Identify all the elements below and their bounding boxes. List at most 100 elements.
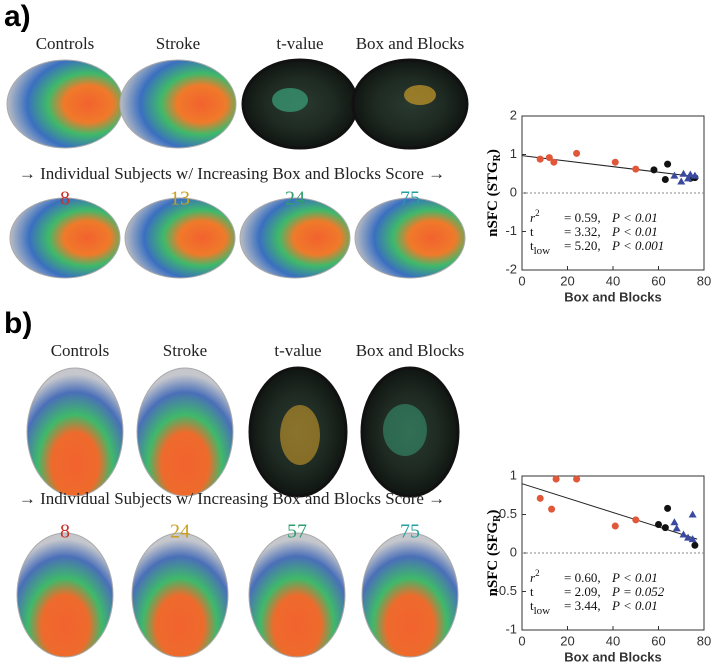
brain-image [248, 532, 346, 658]
point [611, 522, 619, 530]
y-tick-label: 2 [510, 107, 517, 122]
y-tick-label: -1 [505, 223, 517, 238]
stat-symbol: r2 [530, 208, 540, 225]
y-tick-label: -0.5 [495, 583, 517, 598]
blob [272, 88, 308, 112]
point [661, 524, 669, 532]
column-label: Controls [36, 34, 95, 53]
x-tick-label: 80 [697, 273, 711, 288]
stat-symbol: t [530, 224, 534, 239]
subject-score: 57 [287, 521, 307, 543]
stat-p: P = 0.052 [611, 584, 665, 599]
point [632, 516, 640, 524]
caption: → Individual Subjects w/ Increasing Box … [19, 164, 445, 183]
point [545, 154, 553, 162]
x-tick-label: 40 [606, 273, 620, 288]
brain-image [16, 532, 114, 658]
y-axis-label-part: ) [485, 510, 501, 515]
subject-score: 8 [60, 521, 70, 543]
point [632, 165, 640, 173]
point [552, 475, 560, 483]
x-tick-label: 80 [697, 633, 711, 648]
y-tick-label: -1 [505, 621, 517, 636]
point [672, 524, 681, 532]
stat-value: = 3.44, [564, 598, 601, 613]
column-label: t-value [274, 341, 321, 360]
blob [280, 405, 320, 465]
y-axis-label-part: nSFC (STG [485, 161, 501, 237]
point [655, 521, 662, 529]
point [536, 155, 544, 163]
brain-image [6, 59, 124, 149]
y-tick-label: 0 [510, 184, 517, 199]
point [550, 158, 558, 166]
x-tick-label: 0 [518, 633, 525, 648]
point [686, 170, 695, 178]
point [664, 160, 672, 168]
stat-sub: low [534, 604, 551, 616]
stat-value: = 0.60, [564, 570, 601, 585]
subject-score: 13 [170, 188, 190, 210]
y-tick-label: 1 [510, 467, 517, 482]
blob [383, 404, 427, 456]
x-tick-label: 40 [606, 633, 620, 648]
point [691, 541, 699, 549]
y-axis-label-part: nSFC (SFG [485, 521, 501, 596]
stat-symbol: r2 [530, 568, 540, 585]
point [688, 535, 697, 543]
stat-sym: t [530, 584, 534, 599]
subject-score: 75 [400, 188, 420, 210]
point [670, 518, 679, 526]
panel-label: b) [4, 307, 32, 340]
x-tick-label: 60 [651, 273, 665, 288]
stat-sub: low [534, 244, 551, 256]
stat-p: P < 0.01 [611, 570, 658, 585]
column-label: Stroke [156, 34, 200, 53]
subject-score: 24 [170, 521, 190, 543]
point [679, 530, 688, 538]
brain-image [351, 58, 469, 150]
panel-label: a) [4, 0, 31, 33]
column-label: Stroke [163, 341, 207, 360]
point [670, 171, 679, 179]
stat-sym: r [530, 210, 536, 225]
point [677, 177, 686, 185]
caption: → Individual Subjects w/ Increasing Box … [19, 489, 445, 508]
brain-image [26, 367, 124, 497]
subject-score: 75 [400, 521, 420, 543]
stat-p: P < 0.01 [611, 224, 658, 239]
brain-image [239, 197, 351, 279]
x-tick-label: 0 [518, 273, 525, 288]
stat-symbol: tlow [530, 598, 550, 617]
brain-image [9, 197, 121, 279]
trend-line [521, 483, 698, 540]
y-axis-label-part: R [492, 153, 503, 161]
y-axis-label: nSFC (SFGR) [485, 510, 503, 597]
stat-value: = 5.20, [564, 238, 601, 253]
point [573, 475, 581, 483]
brain-images [6, 58, 469, 658]
point [664, 504, 672, 512]
stat-sym: t [530, 598, 534, 613]
point [688, 510, 697, 518]
brain-image [119, 59, 237, 149]
point [536, 494, 544, 502]
stat-value: = 0.59, [564, 210, 601, 225]
stat-sup: 2 [535, 568, 540, 578]
point [690, 171, 699, 179]
y-tick-label: 0.5 [499, 506, 517, 521]
stat-sym: r [530, 570, 536, 585]
brain-image [131, 532, 229, 658]
point [611, 158, 619, 166]
brain-image [354, 197, 466, 279]
x-axis-label: Box and Blocks [564, 289, 662, 304]
stat-p: P < 0.01 [611, 598, 658, 613]
stat-symbol: tlow [530, 238, 550, 257]
column-label: Controls [51, 341, 110, 360]
column-label: Box and Blocks [356, 34, 465, 53]
y-tick-label: -2 [505, 261, 517, 276]
point [684, 533, 693, 541]
point [548, 505, 556, 513]
column-label: Box and Blocks [356, 341, 465, 360]
